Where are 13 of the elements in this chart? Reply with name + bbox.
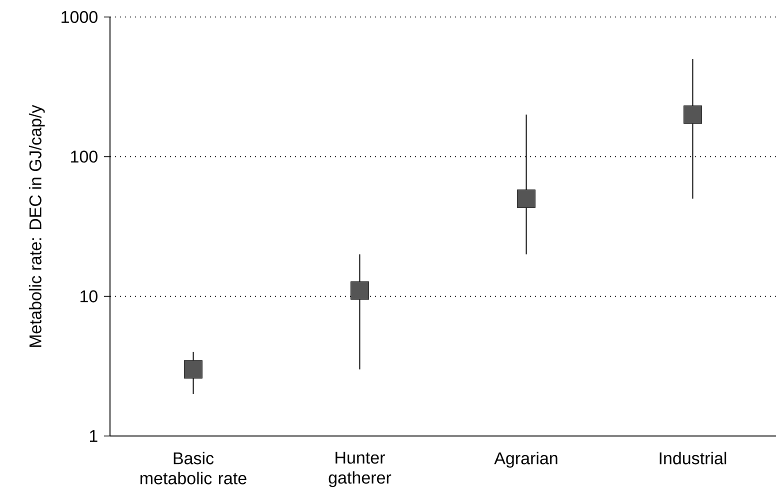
y-tick-label: 1000 bbox=[62, 10, 98, 24]
point bbox=[350, 281, 369, 300]
x-tick-label: Industrial bbox=[660, 452, 726, 464]
y-tick-label: 100 bbox=[71, 150, 98, 163]
y-tick-label: 10 bbox=[80, 290, 98, 302]
point bbox=[184, 360, 202, 379]
x-tick-label: Basic metabolic rate bbox=[140, 452, 246, 484]
y-axis-title: Metabolic rate: DEC in GJ/cap/y bbox=[28, 104, 45, 347]
y-tick-label: 1 bbox=[90, 430, 98, 442]
x-tick-label: Agrarian bbox=[494, 452, 558, 468]
point bbox=[684, 105, 702, 124]
point bbox=[517, 190, 536, 208]
x-tick-label: Hunter gatherer bbox=[328, 452, 392, 488]
